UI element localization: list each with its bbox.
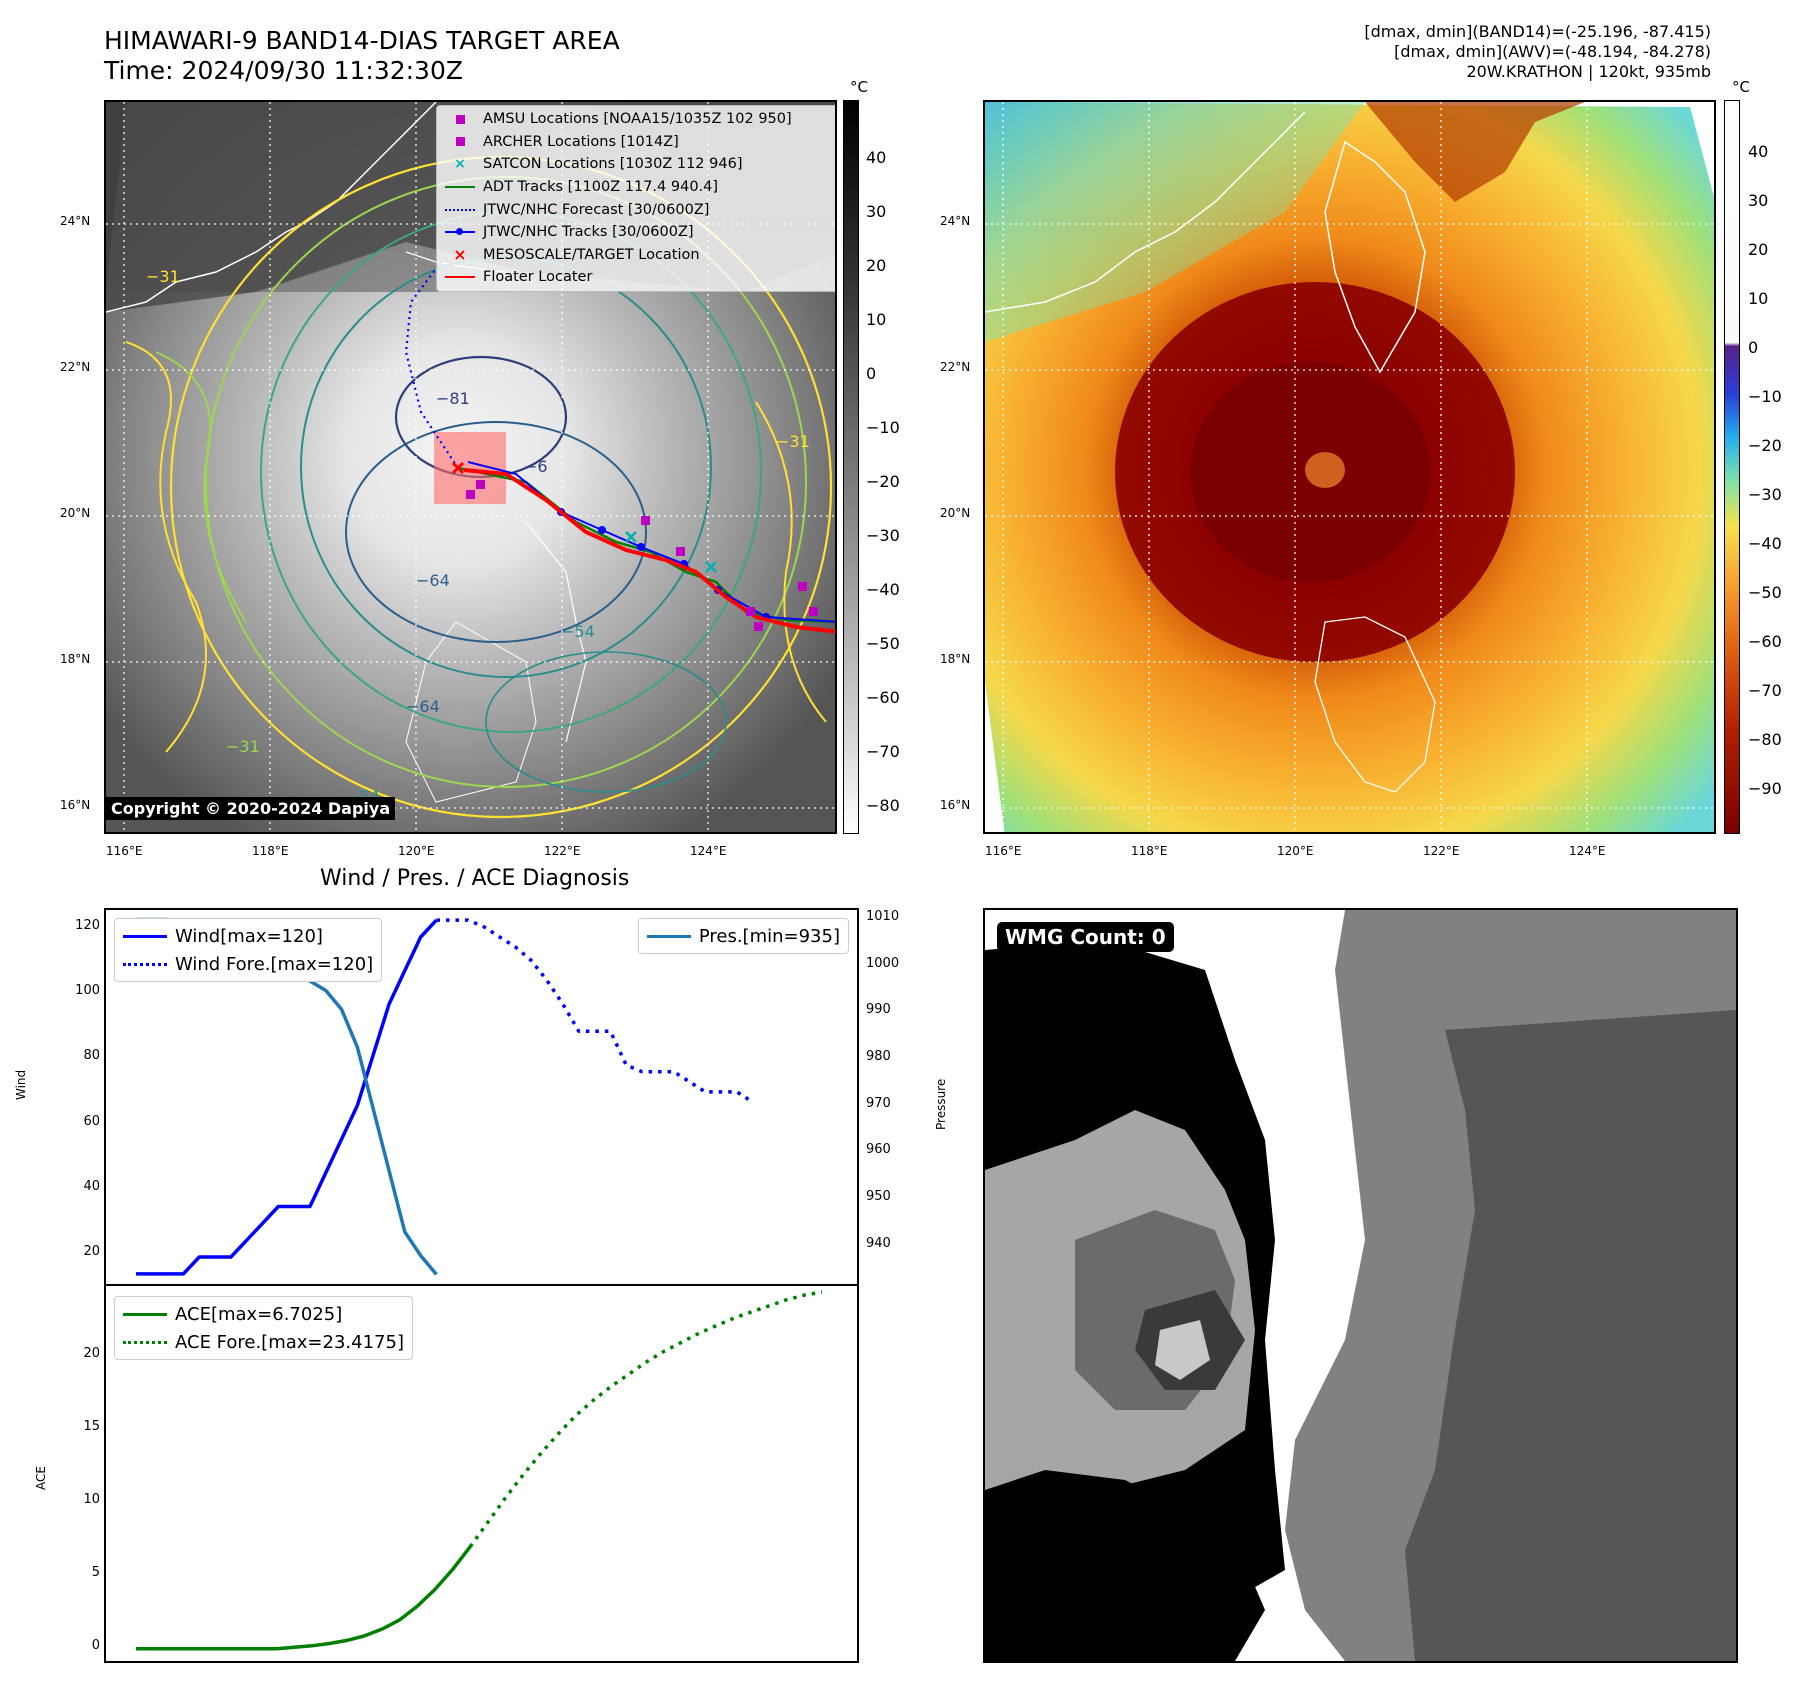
track-legend: AMSU Locations [NOAA15/1035Z 102 950] AR… [436, 105, 835, 292]
legend-item: Pres.[min=935] [646, 922, 840, 950]
legend-item: AMSU Locations [NOAA15/1035Z 102 950] [441, 108, 835, 131]
figure-title: HIMAWARI-9 BAND14-DIAS TARGET AREA Time:… [104, 26, 620, 86]
contour-label: −6 [524, 457, 548, 476]
copyright-label: Copyright © 2020-2024 Dapiya [106, 797, 396, 820]
contour-label: −64 [416, 571, 450, 590]
stats-block: [dmax, dmin](BAND14)=(-25.196, -87.415) … [1364, 22, 1711, 82]
right-lon-labels: 116°E 118°E 120°E 122°E 124°E [985, 844, 1606, 858]
legend-item: × SATCON Locations [1030Z 112 946] [454, 156, 743, 173]
right-colorbar-unit: °C [1732, 78, 1750, 96]
ace-panel: ACE[max=6.7025] ACE Fore.[max=23.4175] [104, 1284, 859, 1663]
legend-item: ACE Fore.[max=23.4175] [123, 1328, 404, 1356]
ace-plot [136, 1290, 823, 1651]
ace-axis-label: ACE [34, 1466, 48, 1490]
wind-axis-label: Wind [14, 1069, 28, 1100]
series-line [468, 1290, 823, 1548]
wind-tick-labels: 120 100 80 60 40 20 [75, 918, 100, 1259]
right-map-svg [985, 102, 1714, 832]
pressure-legend: Pres.[min=935] [637, 918, 849, 954]
series-line [136, 918, 438, 1276]
left-colorbar [843, 100, 859, 834]
wind-pressure-panel: Wind[max=120] Wind Fore.[max=120] Pres.[… [104, 908, 859, 1286]
legend-item: ADT Tracks [1100Z 117.4 940.4] [441, 176, 835, 199]
floater-track [463, 468, 835, 634]
contour-label: −64 [406, 697, 440, 716]
left-lon-labels: 116°E 118°E 120°E 122°E 124°E [106, 844, 727, 858]
title-line-2: Time: 2024/09/30 11:32:30Z [104, 56, 463, 85]
title-line-1: HIMAWARI-9 BAND14-DIAS TARGET AREA [104, 26, 620, 55]
wmg-count-badge: WMG Count: 0 [997, 922, 1174, 952]
wmg-panel: WMG Count: 0 [983, 908, 1738, 1663]
storm-info: 20W.KRATHON | 120kt, 935mb [1466, 62, 1711, 81]
ace-tick-labels: 20 15 10 5 0 [83, 1346, 100, 1653]
contour-label: −31 [226, 737, 260, 756]
contour-label: −31 [776, 432, 810, 451]
contour-label: −54 [561, 622, 595, 641]
legend-item: JTWC/NHC Tracks [30/0600Z] [441, 221, 835, 244]
diagnosis-title: Wind / Pres. / ACE Diagnosis [320, 866, 630, 891]
wind-legend: Wind[max=120] Wind Fore.[max=120] [114, 918, 383, 982]
legend-item: ACE[max=6.7025] [123, 1300, 404, 1328]
legend-item: Wind Fore.[max=120] [123, 950, 373, 978]
wmg-image [985, 910, 1736, 1661]
legend-item: ARCHER Locations [1014Z] [441, 131, 835, 154]
legend-item: Wind[max=120] [123, 922, 373, 950]
ace-legend: ACE[max=6.7025] ACE Fore.[max=23.4175] [114, 1296, 413, 1360]
left-map-panel: −81 −64 −54 −64 −31 −31 −54 −31 −6 [104, 100, 837, 834]
stats-awv: [dmax, dmin](AWV)=(-48.194, -84.278) [1394, 42, 1711, 61]
left-colorbar-unit: °C [850, 78, 868, 96]
legend-item: × MESOSCALE/TARGET Location [453, 245, 700, 265]
series-line [136, 1545, 472, 1651]
pressure-axis-label: Pressure [934, 1078, 948, 1130]
right-map-panel [983, 100, 1716, 834]
legend-item: JTWC/NHC Forecast [30/0600Z] [441, 198, 835, 221]
contour-label: −81 [436, 389, 470, 408]
stats-band14: [dmax, dmin](BAND14)=(-25.196, -87.415) [1364, 22, 1711, 41]
right-colorbar [1724, 100, 1740, 834]
contour-label: −31 [146, 267, 180, 286]
legend-item: Floater Locater [441, 266, 835, 289]
